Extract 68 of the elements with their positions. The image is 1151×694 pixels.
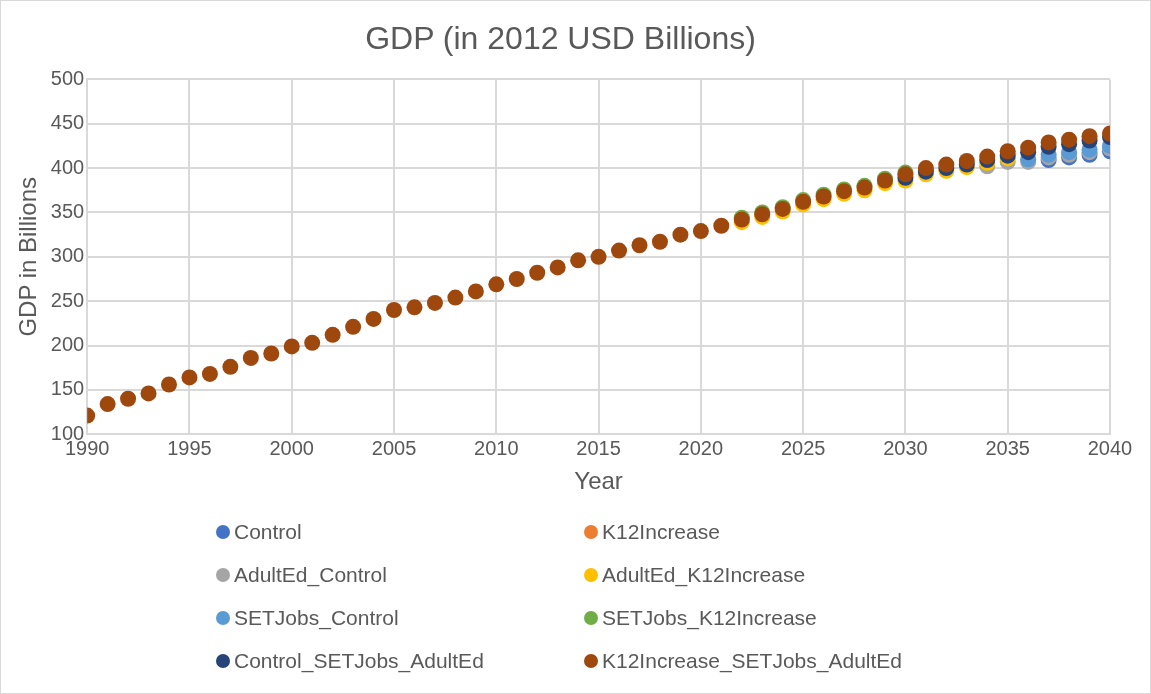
point [345,318,362,335]
point [570,252,587,269]
point [365,310,382,327]
y-tick-label: 200 [50,333,85,356]
point [1040,134,1057,151]
point [222,358,239,375]
point [263,345,280,362]
y-tick-label: 400 [50,155,85,178]
x-tick-label: 1995 [167,436,212,459]
legend-label: Control_SETJobs_AdultEd [234,649,484,673]
legend-label: AdultEd_K12Increase [602,563,806,587]
point [181,369,198,386]
y-tick-label: 250 [50,288,85,311]
point [242,349,259,366]
point [631,237,648,254]
y-tick-label: 500 [50,66,85,89]
point [692,223,709,240]
point [651,233,668,250]
point [713,217,730,234]
point [304,334,321,351]
point [549,259,566,276]
legend-label: AdultEd_Control [234,563,387,587]
point [1061,131,1078,148]
legend-label: SETJobs_Control [234,606,399,630]
point [938,156,955,173]
point [488,276,505,293]
legend-label: K12Increase_SETJobs_AdultEd [602,649,903,673]
point [1020,139,1037,156]
point [386,302,403,319]
point [590,248,607,265]
point [529,264,546,281]
x-tick-label: 2030 [883,436,928,459]
legend-label: SETJobs_K12Increase [602,606,817,630]
x-tick-label: 2005 [371,436,417,459]
x-tick-label: 2040 [1087,436,1133,459]
chart-title: GDP (in 2012 USD Billions) [365,20,756,57]
point [406,299,423,316]
point [120,390,137,407]
y-tick-label: 450 [50,111,85,134]
x-axis-title: Year [574,467,623,495]
y-tick-label: 150 [50,377,85,400]
y-tick-label: 300 [50,244,85,267]
point [283,338,300,355]
y-axis-title: GDP in Billions [14,176,42,337]
point [999,143,1016,160]
point [140,385,157,402]
y-tick-label: 350 [50,199,85,222]
point [426,294,443,311]
point [611,242,628,259]
legend-label: Control [234,520,302,544]
point [161,376,177,393]
x-tick-label: 2000 [269,436,314,459]
point [447,289,464,306]
x-tick-label: 2015 [576,436,621,459]
x-tick-label: 2010 [474,436,519,459]
x-tick-label: 2025 [780,436,826,459]
point [1081,128,1098,145]
legend-label: K12Increase [602,520,720,544]
point [979,148,996,165]
point [99,396,116,413]
point [201,365,218,382]
point [672,226,689,243]
point [467,283,484,300]
point [508,270,525,287]
point [958,153,975,169]
x-tick-label: 2020 [678,436,724,459]
x-tick-label: 2035 [985,436,1030,459]
point [324,326,341,343]
